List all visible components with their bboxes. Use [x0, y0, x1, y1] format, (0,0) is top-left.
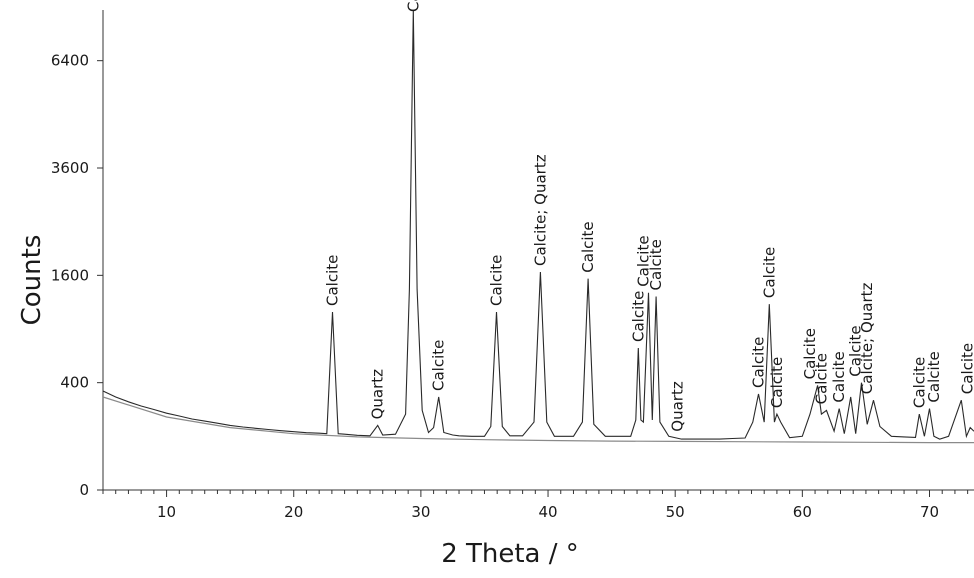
x-tick-label: 30	[411, 503, 430, 521]
x-axis-title: 2 Theta / °	[441, 539, 579, 569]
peak-label: Calcite	[812, 353, 830, 404]
peak-label: Calcite	[629, 291, 647, 342]
peak-label: Calcite	[430, 340, 448, 391]
x-tick-label: 50	[666, 503, 685, 521]
y-tick-label: 6400	[51, 52, 89, 70]
x-tick-label: 60	[793, 503, 812, 521]
peak-label: Calcite	[760, 247, 778, 298]
peak-labels: CalciteQuartzCalciteCalciteCalciteCalcit…	[324, 0, 974, 432]
y-tick-label: 3600	[51, 159, 89, 177]
peak-label: Calcite	[579, 221, 597, 272]
diffraction-pattern-line	[102, 9, 974, 440]
peak-label: Quartz	[669, 381, 687, 432]
peak-label: Calcite	[634, 235, 652, 286]
plot-area	[102, 10, 974, 491]
peak-label: Calcite	[750, 337, 768, 388]
y-axis-title: Counts	[17, 235, 47, 326]
peak-label: Calcite	[971, 367, 974, 418]
peak-label: Calcite	[925, 351, 943, 402]
x-tick-label: 20	[284, 503, 303, 521]
peak-label: Calcite	[801, 328, 819, 379]
y-tick-label: 400	[60, 374, 89, 392]
peak-label: Calcite	[488, 255, 506, 306]
peak-label: Calcite	[830, 351, 848, 402]
peak-label: Calcite	[404, 0, 422, 12]
peak-label: Calcite	[768, 357, 786, 408]
peak-label: Calcite	[910, 357, 928, 408]
x-tick-label: 70	[920, 503, 939, 521]
x-axis-ticks: 10 20 30 40 50 60 70	[102, 490, 969, 521]
peak-label: Calcite; Quartz	[858, 282, 876, 394]
y-tick-label: 1600	[51, 266, 89, 284]
peak-label: Calcite	[847, 325, 865, 376]
y-axis-ticks: 0 400 1600 3600 6400	[51, 52, 103, 499]
peak-label: Quartz	[369, 369, 387, 420]
peak-label: Calcite	[647, 239, 665, 290]
background-curve	[102, 396, 974, 444]
peak-label: Calcite; Quartz	[531, 154, 549, 266]
peak-label: Calcite	[324, 255, 342, 306]
y-tick-label: 0	[79, 481, 89, 499]
x-tick-label: 40	[538, 503, 557, 521]
peak-label: Calcite	[959, 343, 974, 394]
x-tick-label: 10	[157, 503, 176, 521]
